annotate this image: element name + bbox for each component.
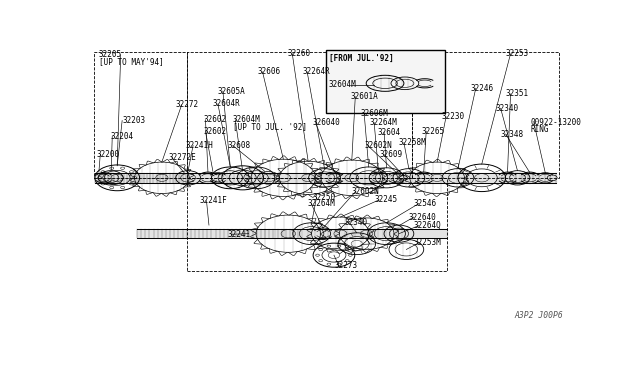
Text: 32546: 32546 [414, 199, 437, 208]
Text: 32602: 32602 [203, 115, 226, 124]
Text: 32258M: 32258M [399, 138, 427, 147]
Text: 32601A: 32601A [350, 92, 378, 101]
Text: 32241F: 32241F [199, 196, 227, 205]
Bar [94, 52, 187, 178]
Text: 32203: 32203 [122, 116, 145, 125]
Text: 322640: 322640 [409, 212, 436, 222]
Text: 32602N: 32602N [364, 141, 392, 150]
Text: 32253: 32253 [506, 49, 529, 58]
Text: A3P2 J00P6: A3P2 J00P6 [514, 311, 563, 320]
Text: 32272E: 32272E [168, 153, 196, 162]
Bar [326, 50, 445, 113]
Text: 32351: 32351 [506, 89, 529, 99]
Text: 326040: 326040 [312, 118, 340, 127]
Text: 32246: 32246 [471, 84, 494, 93]
Text: 32260: 32260 [287, 49, 310, 58]
Text: 32340: 32340 [344, 218, 367, 227]
Text: 32241: 32241 [228, 230, 251, 239]
Text: 32602: 32602 [203, 126, 226, 136]
Text: [UP TO JUL. '92]: [UP TO JUL. '92] [233, 122, 307, 131]
Text: 32250: 32250 [312, 193, 335, 202]
Text: 32609: 32609 [379, 150, 402, 158]
Text: 32608: 32608 [228, 141, 251, 150]
Bar [187, 52, 412, 178]
Text: 32606M: 32606M [360, 109, 388, 118]
Text: 32604M: 32604M [233, 115, 260, 124]
Text: 32606: 32606 [257, 67, 281, 76]
Text: [UP TO MAY'94]: [UP TO MAY'94] [99, 57, 164, 66]
Text: 32348: 32348 [500, 129, 524, 138]
Text: 32200: 32200 [97, 150, 120, 158]
Text: 00922-13200: 00922-13200 [531, 118, 581, 127]
Text: 32205: 32205 [99, 50, 122, 59]
Text: 32204: 32204 [111, 132, 134, 141]
Text: 32264R: 32264R [302, 67, 330, 76]
Text: 32230: 32230 [441, 112, 464, 121]
Text: 32264M: 32264M [369, 118, 397, 127]
Text: 32604: 32604 [378, 128, 401, 137]
Text: 32604R: 32604R [213, 99, 241, 108]
Text: 32605A: 32605A [218, 87, 246, 96]
Bar [412, 52, 559, 178]
Text: 32264Q: 32264Q [414, 221, 442, 230]
Text: 32265: 32265 [421, 126, 444, 136]
Text: 32264M: 32264M [307, 199, 335, 208]
Text: 32340: 32340 [495, 104, 519, 113]
Text: 32273: 32273 [335, 261, 358, 270]
Text: 32245: 32245 [374, 195, 397, 204]
Text: 32241H: 32241H [186, 141, 213, 150]
Text: 32253M: 32253M [414, 238, 442, 247]
Text: 32604M: 32604M [329, 80, 356, 89]
Bar [187, 178, 447, 271]
Text: 32272: 32272 [176, 100, 199, 109]
Text: RING: RING [531, 125, 549, 134]
Text: 32602N: 32602N [352, 187, 380, 196]
Text: [FROM JUL.'92]: [FROM JUL.'92] [330, 54, 394, 63]
